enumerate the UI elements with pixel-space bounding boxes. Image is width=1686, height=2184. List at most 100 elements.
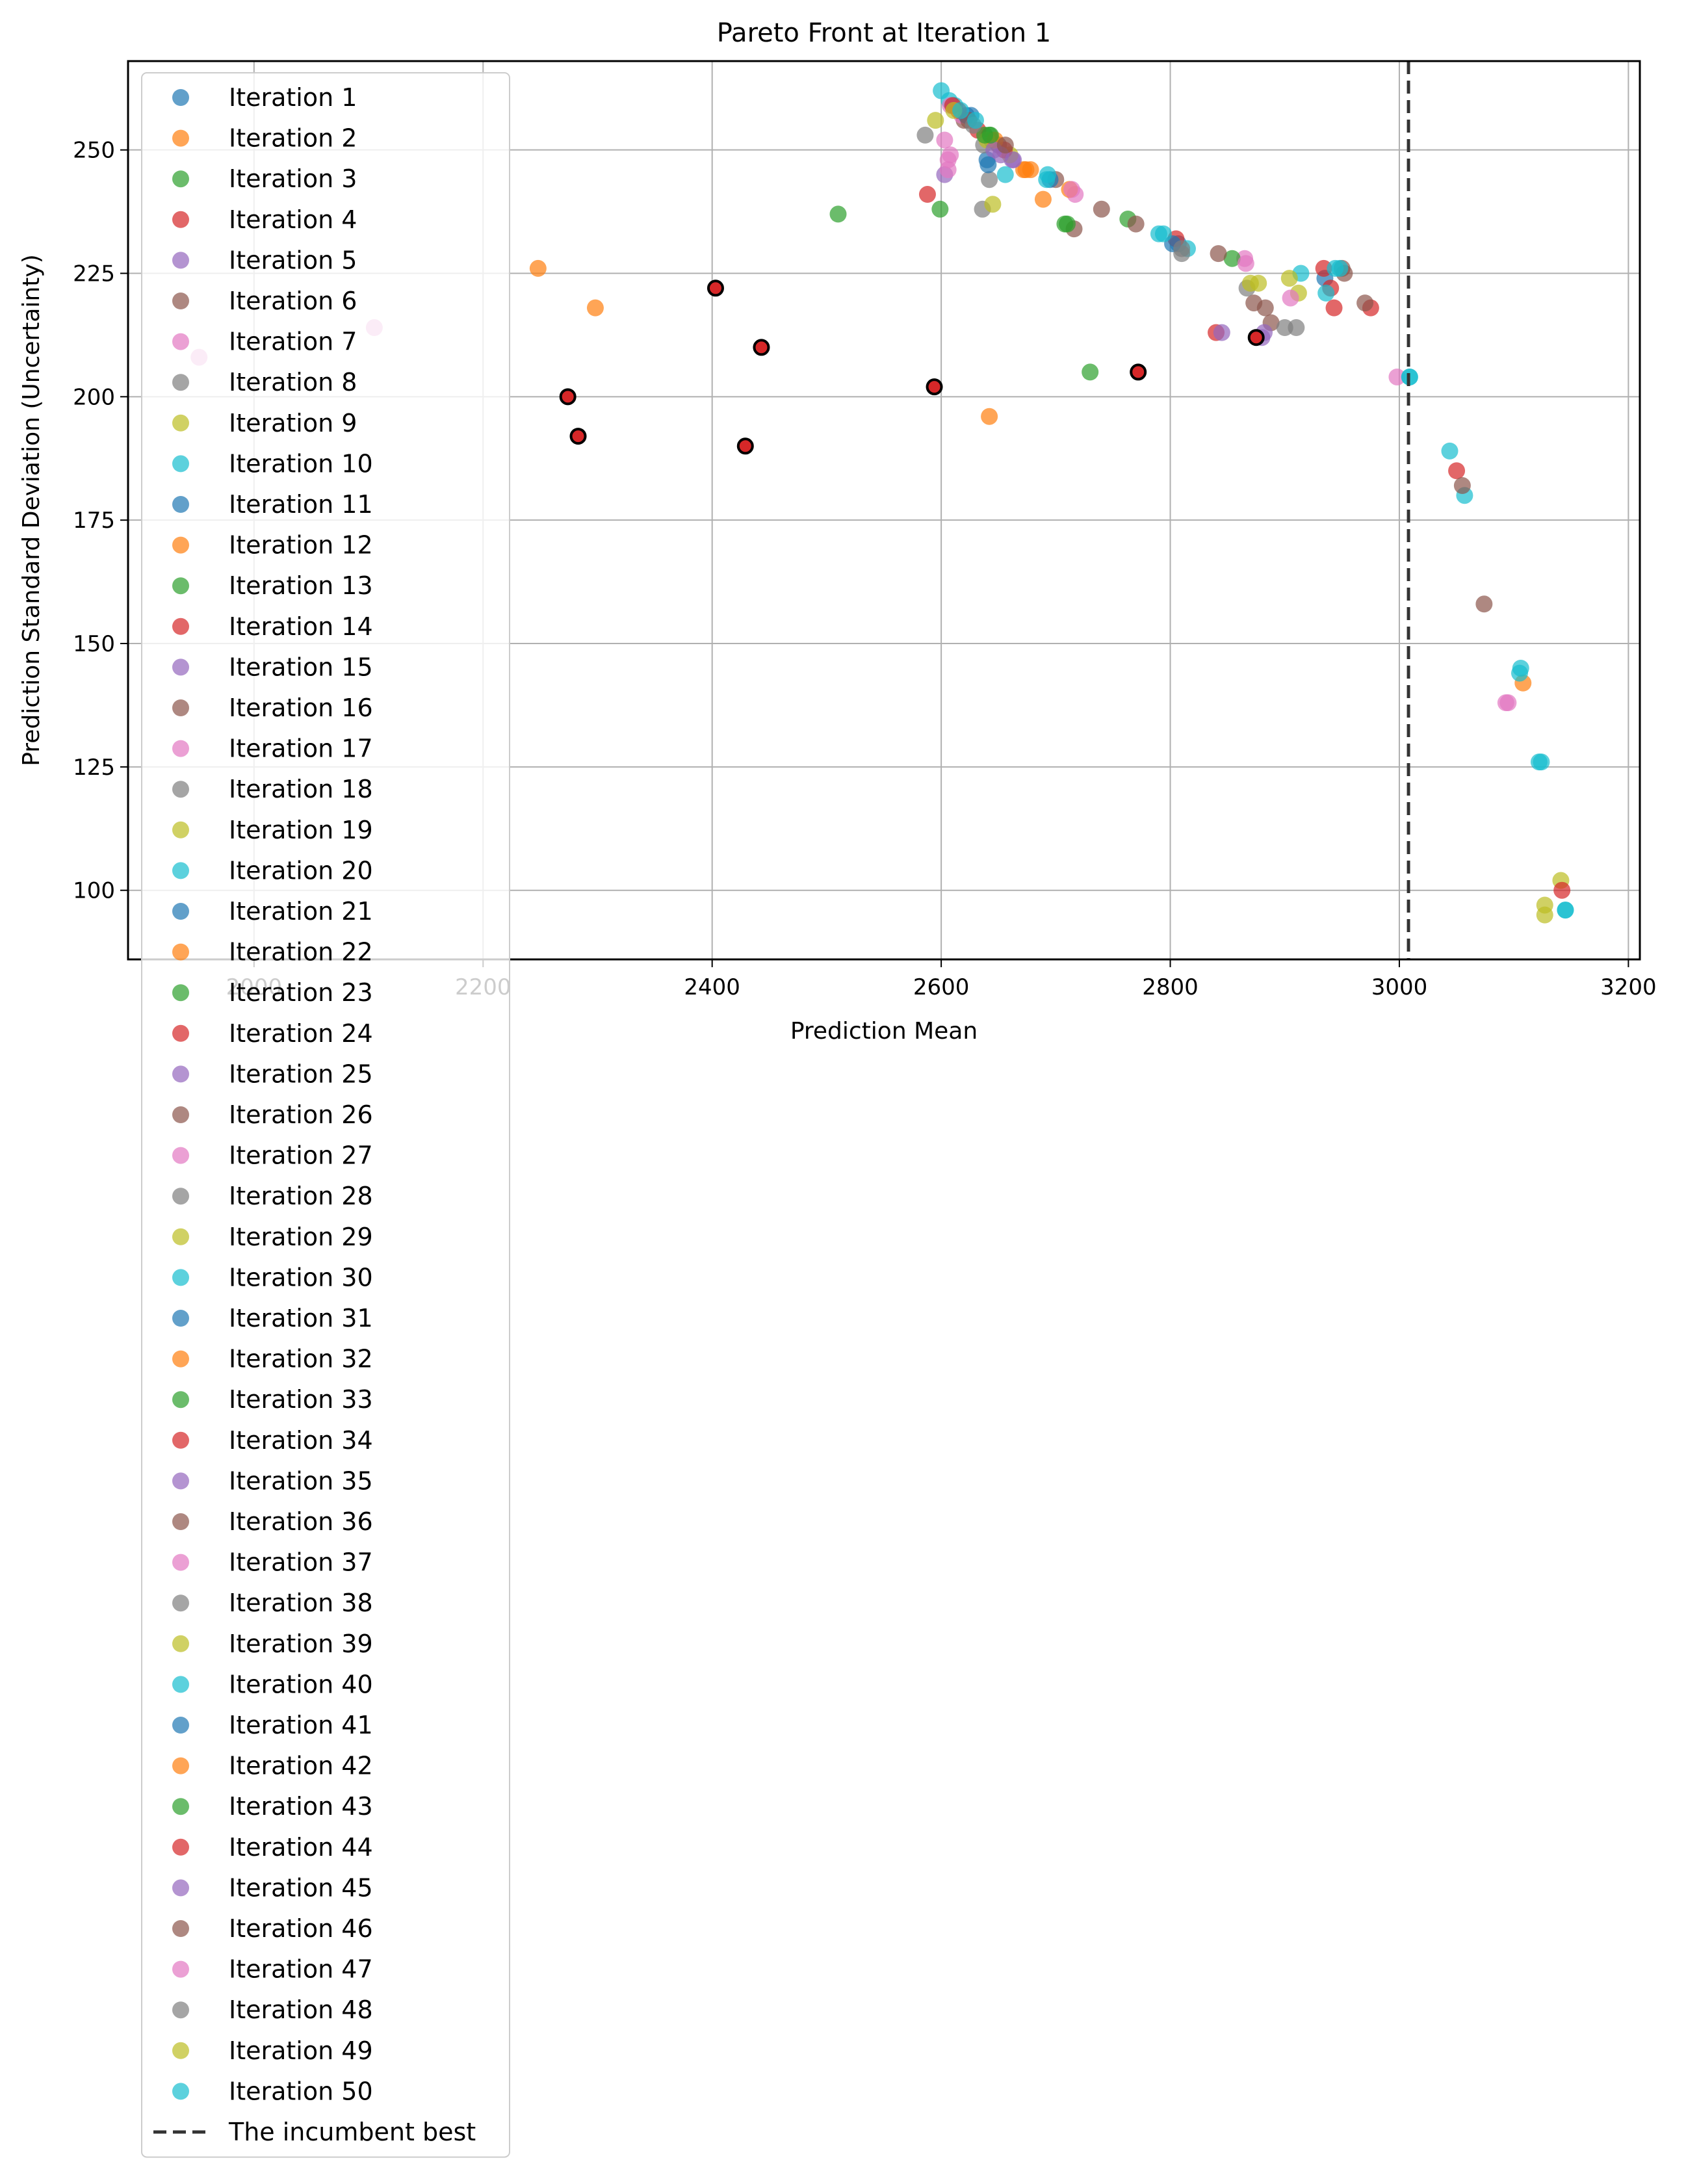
legend-marker xyxy=(172,211,189,228)
legend-marker xyxy=(172,455,189,473)
highlight-point xyxy=(736,437,754,455)
highlight-point xyxy=(559,388,577,406)
legend-label: Iteration 11 xyxy=(229,490,373,519)
legend-marker xyxy=(172,1228,189,1245)
data-point xyxy=(939,161,957,179)
legend-marker xyxy=(172,1350,189,1368)
legend-label: Iteration 4 xyxy=(229,205,357,234)
legend-marker xyxy=(172,984,189,1002)
data-point xyxy=(1499,694,1517,712)
highlight-points xyxy=(559,280,1265,455)
legend-label: Iteration 37 xyxy=(229,1548,373,1577)
data-point xyxy=(1448,462,1466,480)
data-point xyxy=(1039,166,1056,183)
data-point xyxy=(1325,299,1343,317)
legend-label: Iteration 45 xyxy=(229,1873,373,1902)
legend-label: Iteration 19 xyxy=(229,816,373,844)
legend-label: Iteration 33 xyxy=(229,1385,373,1414)
legend-marker xyxy=(172,862,189,879)
legend-marker xyxy=(172,1635,189,1652)
data-point xyxy=(1017,161,1035,179)
legend-marker xyxy=(172,414,189,432)
highlight-point xyxy=(707,280,724,297)
y-tick-label: 225 xyxy=(73,261,115,287)
data-point xyxy=(981,408,998,425)
legend-label: Iteration 44 xyxy=(229,1833,373,1862)
legend-label: Iteration 14 xyxy=(229,612,373,641)
legend-marker xyxy=(172,292,189,309)
legend-label: Iteration 28 xyxy=(229,1182,373,1210)
y-tick-label: 175 xyxy=(73,508,115,534)
legend-marker xyxy=(172,1269,189,1286)
data-point xyxy=(927,112,944,129)
data-point xyxy=(1241,274,1259,292)
legend-marker xyxy=(172,577,189,595)
data-point xyxy=(1210,245,1227,263)
legend-marker xyxy=(172,89,189,106)
legend-marker xyxy=(172,252,189,269)
legend-label: Iteration 22 xyxy=(229,938,373,967)
legend-marker xyxy=(172,1594,189,1612)
legend-marker xyxy=(172,1757,189,1774)
legend-label: Iteration 13 xyxy=(229,571,373,600)
legend-marker xyxy=(172,1838,189,1856)
legend-label: Iteration 17 xyxy=(229,734,373,763)
legend-marker xyxy=(172,2001,189,2019)
legend-label: Iteration 20 xyxy=(229,856,373,885)
data-point xyxy=(1154,225,1172,242)
legend-label: Iteration 7 xyxy=(229,328,357,356)
legend-label: Iteration 31 xyxy=(229,1304,373,1332)
legend-label: Iteration 50 xyxy=(229,2077,373,2105)
data-point xyxy=(829,205,847,223)
data-point xyxy=(1034,190,1052,208)
legend-marker xyxy=(172,740,189,757)
data-point xyxy=(529,259,547,277)
data-point xyxy=(1441,442,1459,460)
legend-label: Iteration 49 xyxy=(229,2036,373,2065)
legend-marker xyxy=(172,1717,189,1734)
x-tick-label: 3000 xyxy=(1371,974,1428,1000)
legend-marker xyxy=(172,1106,189,1123)
y-tick-label: 250 xyxy=(73,138,115,164)
data-point xyxy=(1256,299,1274,317)
x-tick-label: 3200 xyxy=(1600,974,1657,1000)
legend-marker xyxy=(172,1798,189,1815)
legend-label: The incumbent best xyxy=(228,2118,476,2146)
data-point xyxy=(1063,181,1080,198)
legend-marker xyxy=(172,374,189,391)
legend-marker xyxy=(172,536,189,554)
legend-label: Iteration 12 xyxy=(229,531,373,560)
legend-marker xyxy=(172,1676,189,1693)
data-point xyxy=(1475,595,1493,613)
data-point xyxy=(1388,368,1406,385)
legend-label: Iteration 1 xyxy=(229,83,357,112)
plot-frame xyxy=(127,60,1641,961)
legend-label: Iteration 47 xyxy=(229,1955,373,1984)
y-axis-ticks: 100 125 150 175 200 225 250 xyxy=(73,138,128,904)
legend-box xyxy=(141,72,510,2158)
legend-label: Iteration 10 xyxy=(229,449,373,478)
data-point xyxy=(1223,250,1241,267)
legend: Iteration 1 Iteration 2 Iteration 3 Iterati… xyxy=(141,72,510,2158)
highlight-point xyxy=(1130,363,1147,381)
legend-label: Iteration 24 xyxy=(229,1019,373,1048)
legend-label: Iteration 6 xyxy=(229,287,357,315)
legend-label: Iteration 36 xyxy=(229,1507,373,1536)
legend-marker xyxy=(172,2042,189,2059)
data-point xyxy=(918,186,936,203)
data-point xyxy=(1536,906,1553,924)
data-point xyxy=(1093,200,1110,218)
legend-marker xyxy=(172,821,189,838)
data-point xyxy=(586,299,604,317)
data-point xyxy=(984,196,1002,213)
x-tick-label: 2400 xyxy=(684,974,740,1000)
highlight-point xyxy=(1247,329,1265,346)
data-point xyxy=(1280,270,1298,287)
y-axis-label: Prediction Standard Deviation (Uncertain… xyxy=(18,254,45,766)
legend-label: Iteration 23 xyxy=(229,978,373,1007)
data-point xyxy=(942,146,959,164)
legend-label: Iteration 5 xyxy=(229,246,357,274)
data-point xyxy=(1282,289,1299,307)
legend-marker xyxy=(172,1431,189,1449)
legend-label: Iteration 46 xyxy=(229,1914,373,1943)
